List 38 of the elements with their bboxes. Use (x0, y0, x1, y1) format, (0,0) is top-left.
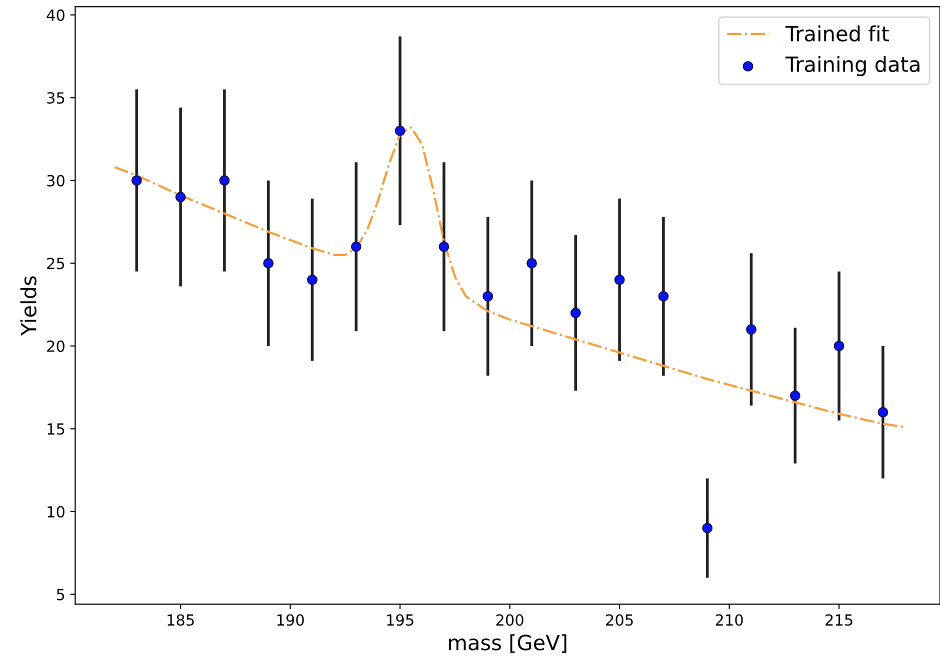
point (526, 258, 537, 268)
x-tick-label: 215 (826, 614, 852, 626)
point (219, 175, 230, 186)
point (878, 407, 888, 418)
x-tick-label: 185 (168, 614, 194, 626)
legend-label: Trained fit (785, 25, 889, 42)
point (702, 522, 713, 534)
y-tick-label: 40 (46, 9, 64, 21)
point (438, 241, 450, 252)
x-tick-label: 200 (496, 614, 524, 626)
point (131, 175, 142, 186)
y-tick-label: 15 (48, 423, 64, 435)
x-tick-label: 210 (716, 614, 743, 626)
legend-label: Training data (785, 56, 920, 76)
point (570, 308, 581, 318)
point (790, 390, 800, 401)
y-tick-label: 10 (48, 506, 64, 518)
point (834, 340, 844, 352)
y-tick-label: 30 (47, 174, 64, 186)
point (658, 291, 669, 302)
x-tick-label: 190 (277, 614, 304, 626)
y-tick-label: 35 (47, 92, 64, 104)
point (175, 192, 186, 202)
point (614, 274, 625, 285)
point (746, 324, 756, 335)
y-axis-title: Yields (20, 276, 36, 336)
point (263, 258, 274, 268)
y-tick-label: 25 (47, 258, 64, 270)
point (482, 291, 494, 302)
x-axis-title: mass [GeV] (449, 634, 566, 653)
y-tick-label: 20 (47, 340, 64, 352)
x-tick-label: 205 (606, 614, 633, 626)
point (350, 241, 362, 252)
line-series (114, 126, 906, 428)
point (394, 126, 406, 136)
point (307, 274, 318, 285)
y-tick-label: 5 (56, 588, 64, 600)
x-tick-label: 195 (387, 614, 414, 626)
